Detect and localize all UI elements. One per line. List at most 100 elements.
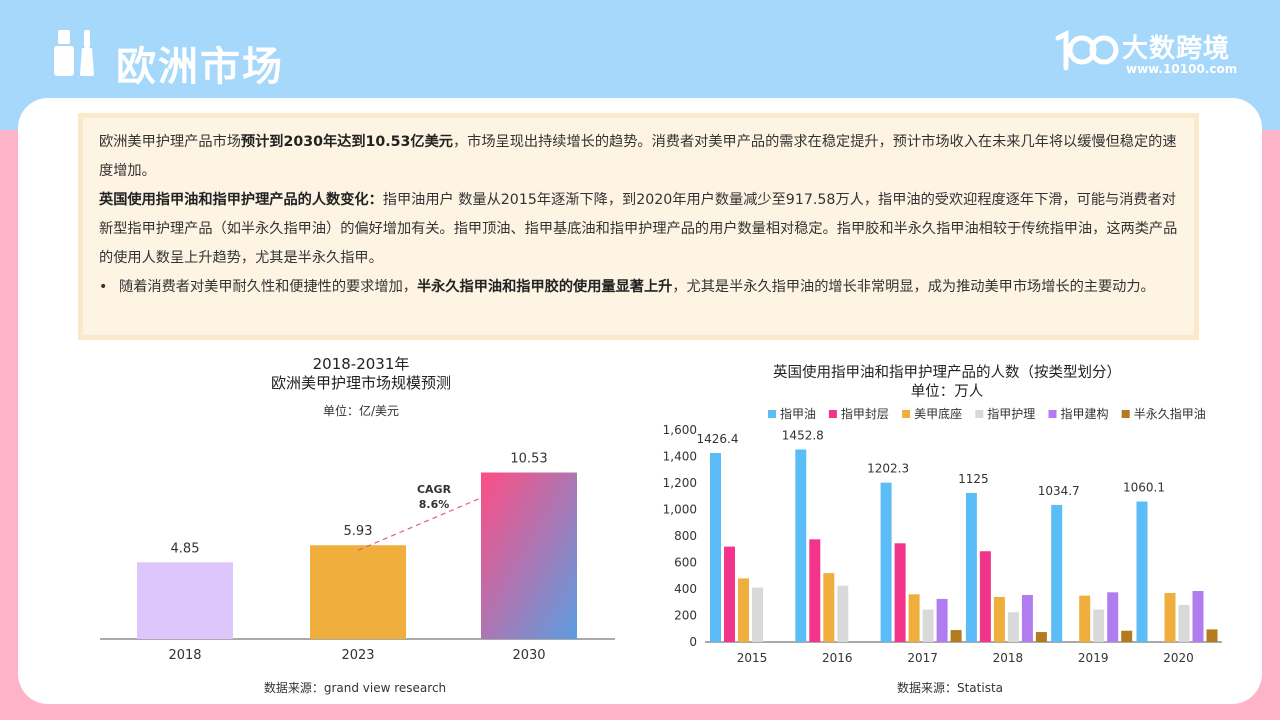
logo: 大数跨境 www.10100.com xyxy=(1052,28,1242,80)
summary-highlight: 半永久指甲油和指甲胶的使用量显著上升 xyxy=(416,279,673,295)
data-label: 1202.3 xyxy=(867,462,909,476)
bullet-icon: • xyxy=(99,279,108,295)
bar-半永久指甲油-2019 xyxy=(1121,630,1133,642)
bar-指甲油-2017 xyxy=(880,482,892,642)
bar-指甲护理-2016 xyxy=(837,585,849,642)
left-chart-title-line2: 欧洲美甲护理市场规模预测 xyxy=(270,374,451,392)
summary-text: ，尤其是半永久指甲油的增长非常明显，成为推动美甲市场增长的主要动力。 xyxy=(672,279,1155,295)
bar-半永久指甲油-2017 xyxy=(950,630,962,642)
bar-美甲底座-2018 xyxy=(993,596,1005,642)
data-label: 1125 xyxy=(958,472,989,486)
legend-label: 指甲油 xyxy=(780,406,816,421)
bar-2018 xyxy=(137,562,233,639)
bar-美甲底座-2019 xyxy=(1079,595,1091,642)
summary-box: 欧洲美甲护理产品市场预计到2030年达到10.53亿美元，市场呈现出持续增长的趋… xyxy=(78,113,1199,340)
x-tick-label: 2016 xyxy=(822,651,853,665)
market-size-chart: 4.85 2018 5.93 2023 10.53 2030 CAGR 8.6% xyxy=(100,452,615,663)
legend-label: 指甲护理 xyxy=(987,406,1035,421)
legend-label: 指甲封层 xyxy=(841,406,889,421)
legend-swatch-指甲油 xyxy=(768,410,776,418)
bar-指甲护理-2017 xyxy=(922,609,934,642)
nail-polish-icon xyxy=(54,30,94,76)
bullet-text: 随着消费者对美甲耐久性和便捷性的要求增加，半永久指甲油和指甲胶的使用量显著上升，… xyxy=(119,273,1155,302)
legend-swatch-美甲底座 xyxy=(902,410,911,418)
bar-指甲建构-2019 xyxy=(1107,592,1119,642)
bar-美甲底座-2020 xyxy=(1164,592,1176,642)
logo-name: 大数跨境 xyxy=(1122,34,1231,64)
left-chart-source: 数据来源：grand view research xyxy=(263,681,447,695)
data-label: 1452.8 xyxy=(782,429,824,443)
y-tick-label: 0 xyxy=(689,635,697,649)
left-chart-title-line1: 2018-2031年 xyxy=(312,355,410,373)
legend-swatch-半永久指甲油 xyxy=(1121,410,1130,418)
right-chart-title-line2: 单位：万人 xyxy=(910,384,984,400)
bar-指甲封层-2015 xyxy=(724,546,735,642)
bar-美甲底座-2017 xyxy=(908,594,920,642)
summary-paragraph-2: 英国使用指甲油和指甲护理产品的人数变化：指甲油用户 数量从2015年逐渐下降，到… xyxy=(99,186,1178,273)
bar-半永久指甲油-2018 xyxy=(1035,632,1047,642)
page-title: 欧洲市场 xyxy=(116,44,284,90)
bar-指甲油-2015 xyxy=(710,453,721,642)
data-label: 5.93 xyxy=(344,524,373,539)
legend-swatch-指甲封层 xyxy=(828,410,837,418)
bar-指甲护理-2018 xyxy=(1007,612,1019,642)
data-label: 10.53 xyxy=(510,452,547,467)
legend-swatch-指甲护理 xyxy=(975,410,984,418)
y-tick-label: 1,200 xyxy=(663,476,697,490)
data-label: 1426.4 xyxy=(697,432,739,446)
left-chart-title: 2018-2031年 欧洲美甲护理市场规模预测 xyxy=(186,355,536,393)
left-chart-unit: 单位：亿/美元 xyxy=(322,404,400,418)
bar-指甲油-2018 xyxy=(965,492,977,642)
y-tick-label: 1,400 xyxy=(663,450,697,464)
bar-2023 xyxy=(310,545,406,639)
data-label: 1060.1 xyxy=(1123,481,1165,495)
x-tick-label: 2018 xyxy=(168,648,201,663)
bar-指甲封层-2016 xyxy=(809,539,821,642)
x-tick-label: 2017 xyxy=(907,651,938,665)
x-tick-label: 2018 xyxy=(993,651,1024,665)
bar-指甲油-2016 xyxy=(795,449,807,642)
bar-指甲封层-2017 xyxy=(894,543,906,642)
legend-label: 半永久指甲油 xyxy=(1134,406,1206,421)
x-tick-label: 2019 xyxy=(1078,651,1109,665)
x-tick-label: 2030 xyxy=(512,648,545,663)
summary-bullet-item: • 随着消费者对美甲耐久性和便捷性的要求增加，半永久指甲油和指甲胶的使用量显著上升… xyxy=(99,273,1178,302)
summary-text: 随着消费者对美甲耐久性和便捷性的要求增加， xyxy=(119,279,417,295)
summary-paragraph-1: 欧洲美甲护理产品市场预计到2030年达到10.53亿美元，市场呈现出持续增长的趋… xyxy=(99,128,1178,186)
bar-美甲底座-2015 xyxy=(738,578,749,642)
bar-指甲建构-2020 xyxy=(1192,590,1204,642)
uk-users-chart: 指甲油 指甲封层 美甲底座 指甲护理 指甲建构 半永久指甲油 0 200 400 600 800 1,… xyxy=(663,406,1222,665)
x-tick-label: 2015 xyxy=(737,651,768,665)
bar-指甲封层-2018 xyxy=(979,551,991,642)
y-tick-label: 1,000 xyxy=(663,503,697,517)
y-tick-label: 200 xyxy=(674,609,697,623)
y-tick-label: 800 xyxy=(674,529,697,543)
legend-label: 美甲底座 xyxy=(914,406,962,421)
x-tick-label: 2023 xyxy=(341,648,374,663)
y-tick-label: 400 xyxy=(674,582,697,596)
right-chart-source: 数据来源：Statista xyxy=(896,681,1004,695)
bar-指甲油-2020 xyxy=(1136,501,1148,642)
logo-url: www.10100.com xyxy=(1126,62,1238,76)
cagr-value: 8.6% xyxy=(419,498,450,511)
bar-美甲底座-2016 xyxy=(823,573,835,642)
data-label: 1034.7 xyxy=(1038,484,1080,498)
y-tick-label: 600 xyxy=(674,556,697,570)
summary-highlight: 英国使用指甲油和指甲护理产品的人数变化： xyxy=(99,192,383,208)
bar-半永久指甲油-2020 xyxy=(1206,629,1218,642)
summary-text: 欧洲美甲护理产品市场 xyxy=(99,134,241,150)
bar-指甲护理-2019 xyxy=(1093,609,1105,642)
bar-指甲油-2019 xyxy=(1051,504,1063,642)
summary-text: ，市场呈现出持续增长的趋势。消费者对美甲产品的需求在稳定提升，预计市场收入在未来… xyxy=(99,134,1177,179)
right-chart-title-line1: 英国使用指甲油和指甲护理产品的人数（按类型划分） xyxy=(773,365,1121,381)
right-chart-title: 英国使用指甲油和指甲护理产品的人数（按类型划分） 单位：万人 xyxy=(712,364,1182,402)
cagr-label: CAGR xyxy=(417,483,452,496)
bar-指甲护理-2020 xyxy=(1178,604,1190,642)
legend-label: 指甲建构 xyxy=(1061,406,1109,421)
bar-2030 xyxy=(481,472,577,639)
cagr-trend-line xyxy=(357,476,530,551)
bar-指甲护理-2015 xyxy=(752,587,763,642)
data-label: 4.85 xyxy=(171,541,200,556)
bar-指甲建构-2017 xyxy=(936,598,948,642)
summary-text: 指甲油用户 数量从2015年逐渐下降，到2020年用户数量减少至917.58万人… xyxy=(99,192,1178,266)
